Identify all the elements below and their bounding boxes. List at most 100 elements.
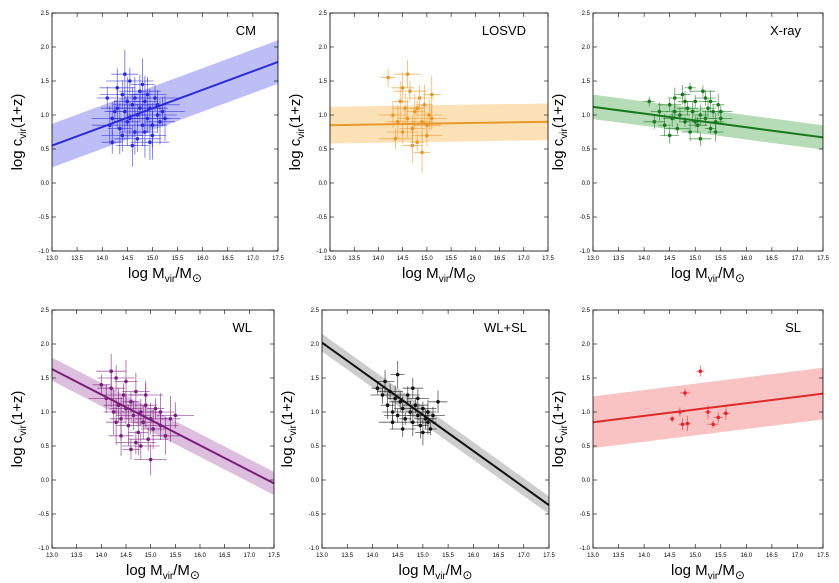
- data-point: [713, 412, 723, 423]
- point-marker: [119, 434, 123, 438]
- point-marker: [386, 75, 390, 80]
- x-tick-label: 17.0: [243, 553, 255, 559]
- x-tick-label: 14.0: [638, 553, 650, 559]
- data-point: [156, 402, 195, 429]
- point-marker: [428, 427, 433, 431]
- point-marker: [143, 393, 148, 397]
- data-point: [684, 82, 696, 93]
- x-tick-label: 14.0: [95, 553, 107, 559]
- axes-frame: [329, 12, 549, 252]
- x-tick-label: 16.5: [494, 256, 506, 262]
- point-marker: [436, 400, 440, 404]
- x-tick-label: 16.5: [219, 553, 231, 559]
- data-point: [99, 68, 136, 108]
- data-point: [676, 101, 699, 116]
- point-marker: [413, 403, 418, 408]
- data-point: [696, 365, 705, 377]
- point-marker: [411, 420, 415, 425]
- y-tick-label: 1.0: [41, 113, 50, 119]
- y-tick-label: -1.0: [309, 546, 320, 552]
- point-marker: [405, 393, 410, 397]
- x-tick-label: 14.0: [96, 256, 108, 262]
- point-marker: [138, 89, 142, 93]
- data-point: [643, 96, 655, 107]
- point-marker: [688, 86, 692, 90]
- x-tick-label: 17.5: [817, 553, 829, 559]
- point-marker: [420, 120, 424, 124]
- point-marker: [667, 133, 672, 138]
- x-tick-label: 15.0: [147, 256, 159, 262]
- x-tick-label: 13.5: [613, 256, 625, 262]
- y-tick-label: 1.5: [319, 79, 328, 85]
- data-point: [128, 380, 164, 410]
- point-marker: [408, 89, 412, 93]
- fit-line: [330, 120, 548, 127]
- point-marker: [667, 103, 672, 107]
- data-point: [151, 417, 180, 455]
- point-marker: [143, 130, 147, 134]
- plot-area: [52, 353, 274, 495]
- point-marker: [672, 109, 677, 114]
- point-marker: [390, 410, 395, 414]
- y-axis-label: log cvir(1+z): [9, 391, 29, 468]
- point-marker: [415, 140, 420, 144]
- x-tick-label: 17.5: [272, 256, 284, 262]
- data-point: [394, 60, 421, 89]
- panel-title: CM: [236, 23, 256, 38]
- y-tick-label: -0.5: [309, 512, 320, 518]
- point-marker: [138, 106, 142, 110]
- panel-wl: 13.0 13.5 14.0 14.5 15.0 15.5 16.0 16.5 17.0 17.5…: [9, 308, 280, 582]
- y-tick-label: 0.5: [582, 444, 591, 450]
- data-point: [115, 430, 156, 455]
- x-tick-label: 14.0: [367, 553, 379, 559]
- y-tick-label: -1.0: [580, 249, 591, 255]
- data-point: [146, 398, 165, 419]
- x-tick-label: 13.5: [71, 256, 83, 262]
- point-marker: [410, 143, 415, 148]
- panel-sl: 13.0 13.5 14.0 14.5 15.0 15.5 16.0 16.5 17.0 17.5…: [550, 308, 829, 582]
- point-marker: [151, 427, 155, 431]
- point-marker: [716, 415, 721, 420]
- point-marker: [422, 103, 427, 107]
- y-tick-label: 2.5: [319, 11, 328, 17]
- y-tick-label: 2.0: [582, 45, 591, 51]
- point-marker: [120, 92, 125, 97]
- panel-cm: 13.0 13.5 14.0 14.5 15.0 15.5 16.0 16.5 17.0 17.5…: [9, 11, 284, 285]
- x-tick-label: 15.5: [715, 553, 727, 559]
- data-point: [96, 86, 118, 110]
- point-marker: [405, 116, 410, 121]
- y-tick-label: 0.5: [582, 147, 591, 153]
- data-point: [428, 390, 448, 414]
- y-tick-label: 2.5: [582, 308, 591, 314]
- data-point: [96, 353, 127, 389]
- x-axis-label: log Mvir/M⊙: [128, 265, 202, 285]
- y-tick-label: 2.0: [582, 342, 591, 348]
- data-point: [684, 416, 691, 431]
- point-marker: [718, 109, 723, 114]
- point-marker: [690, 109, 695, 114]
- y-tick-label: 2.5: [582, 11, 591, 17]
- data-point: [128, 409, 149, 456]
- data-point: [681, 123, 699, 141]
- point-marker: [411, 386, 415, 391]
- x-tick-label: 16.0: [467, 553, 479, 559]
- point-marker: [140, 82, 145, 87]
- y-axis-label: log cvir(1+z): [287, 94, 307, 171]
- point-marker: [115, 86, 120, 90]
- x-tick-label: 14.5: [392, 553, 404, 559]
- point-marker: [708, 126, 713, 131]
- y-tick-label: -1.0: [39, 546, 50, 552]
- x-tick-label: 14.5: [664, 553, 676, 559]
- x-tick-label: 13.0: [324, 256, 336, 262]
- point-marker: [724, 411, 728, 416]
- x-tick-label: 13.0: [587, 553, 599, 559]
- point-marker: [145, 92, 150, 97]
- x-tick-label: 14.5: [120, 553, 132, 559]
- x-tick-label: 17.0: [247, 256, 259, 262]
- data-point: [400, 400, 420, 424]
- axes-frame: [592, 12, 824, 252]
- point-marker: [416, 413, 420, 418]
- data-point: [122, 432, 160, 460]
- data-point: [97, 364, 135, 392]
